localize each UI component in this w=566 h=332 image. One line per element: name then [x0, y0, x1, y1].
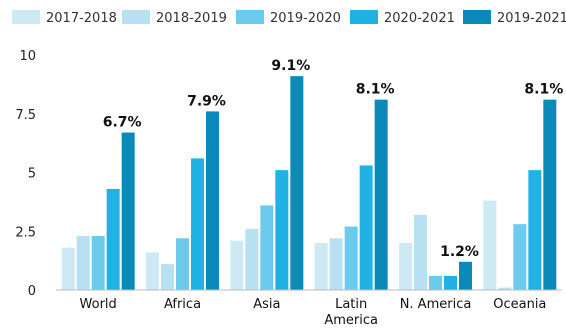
- legend-label: 2019-2020: [270, 11, 341, 26]
- bar: [161, 264, 174, 290]
- bar: [344, 226, 358, 290]
- bar: [76, 235, 90, 290]
- data-label: 1.2%: [440, 244, 479, 260]
- x-category-label: Africa: [164, 297, 201, 312]
- bar: [314, 243, 328, 290]
- legend-swatch: [12, 10, 40, 24]
- bar: [444, 275, 457, 290]
- data-label: 8.1%: [524, 82, 563, 98]
- bar: [290, 76, 304, 291]
- bar: [91, 235, 105, 290]
- bar: [206, 111, 219, 291]
- bar: [61, 247, 75, 290]
- legend-label: 2019-2021: [497, 11, 566, 26]
- x-category-label: Latin: [335, 297, 367, 312]
- x-category-label: Oceania: [493, 297, 546, 312]
- legend-swatch: [236, 10, 264, 24]
- bar: [414, 214, 427, 290]
- data-label: 6.7%: [103, 115, 142, 131]
- bar: [513, 224, 527, 290]
- bar: [260, 205, 274, 290]
- legend-swatch: [463, 10, 491, 24]
- bar: [230, 240, 244, 290]
- x-category-label: N. America: [400, 297, 472, 312]
- x-category-label: World: [80, 297, 117, 312]
- y-tick-label: 7.5: [15, 108, 36, 123]
- bar: [176, 238, 189, 290]
- bar: [374, 99, 388, 291]
- data-label: 9.1%: [271, 58, 310, 74]
- legend-label: 2018-2019: [156, 11, 227, 26]
- legend-label: 2020-2021: [384, 11, 455, 26]
- x-category-label: America: [324, 313, 378, 328]
- bar: [191, 158, 204, 290]
- bar: [399, 243, 412, 290]
- data-label: 7.9%: [187, 93, 226, 109]
- legend-swatch: [122, 10, 150, 24]
- bar: [459, 261, 472, 290]
- bar: [245, 228, 259, 290]
- bar: [429, 275, 442, 290]
- bar: [359, 165, 373, 290]
- y-tick-label: 0: [28, 284, 36, 299]
- data-label: 8.1%: [356, 82, 395, 98]
- bar: [498, 287, 512, 290]
- legend-label: 2017-2018: [46, 11, 117, 26]
- bar: [146, 252, 159, 290]
- bar: [329, 238, 343, 290]
- bar: [528, 170, 542, 290]
- x-category-label: Asia: [253, 297, 280, 312]
- bar: [121, 132, 135, 290]
- legend-swatch: [350, 10, 378, 24]
- y-tick-label: 2.5: [15, 225, 36, 240]
- y-tick-label: 5: [28, 167, 36, 182]
- bar: [106, 188, 120, 290]
- bar: [483, 200, 497, 290]
- y-tick-label: 10: [19, 49, 36, 64]
- bar: [275, 170, 289, 290]
- bar: [543, 99, 557, 291]
